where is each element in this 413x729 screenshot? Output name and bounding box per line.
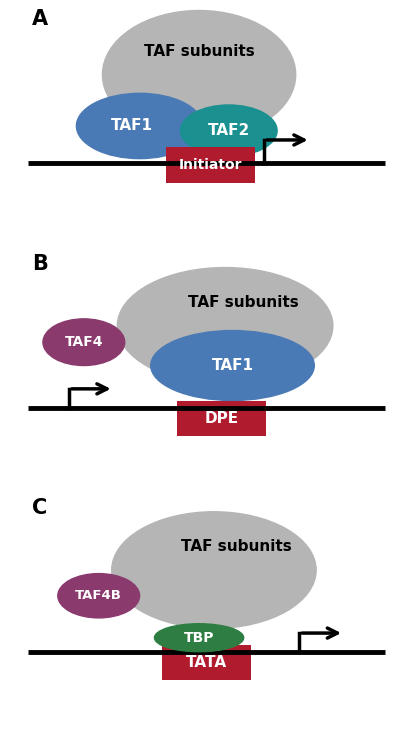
Text: TATA: TATA [186, 655, 227, 670]
Text: TAF1: TAF1 [211, 358, 254, 373]
Text: TAF2: TAF2 [208, 123, 250, 138]
Text: TAF1: TAF1 [111, 119, 153, 133]
Bar [177, 400, 266, 435]
Text: TAF subunits: TAF subunits [188, 295, 299, 310]
Text: TBP: TBP [184, 631, 214, 644]
Text: TAF4: TAF4 [64, 335, 103, 349]
Ellipse shape [112, 512, 316, 628]
Ellipse shape [117, 268, 333, 384]
Text: TAF subunits: TAF subunits [144, 44, 254, 59]
Text: TAF subunits: TAF subunits [181, 539, 292, 554]
Ellipse shape [154, 624, 244, 652]
Ellipse shape [58, 574, 140, 618]
Text: TAF4B: TAF4B [75, 589, 122, 602]
Ellipse shape [76, 93, 203, 159]
Bar [166, 147, 255, 183]
Text: Initiator: Initiator [178, 158, 242, 172]
Ellipse shape [43, 319, 125, 365]
Text: DPE: DPE [204, 410, 238, 426]
Text: B: B [32, 254, 47, 273]
Text: A: A [32, 9, 48, 29]
Ellipse shape [102, 10, 296, 139]
Text: C: C [32, 498, 47, 518]
Ellipse shape [180, 105, 277, 156]
Ellipse shape [151, 330, 314, 400]
Bar [162, 644, 251, 679]
